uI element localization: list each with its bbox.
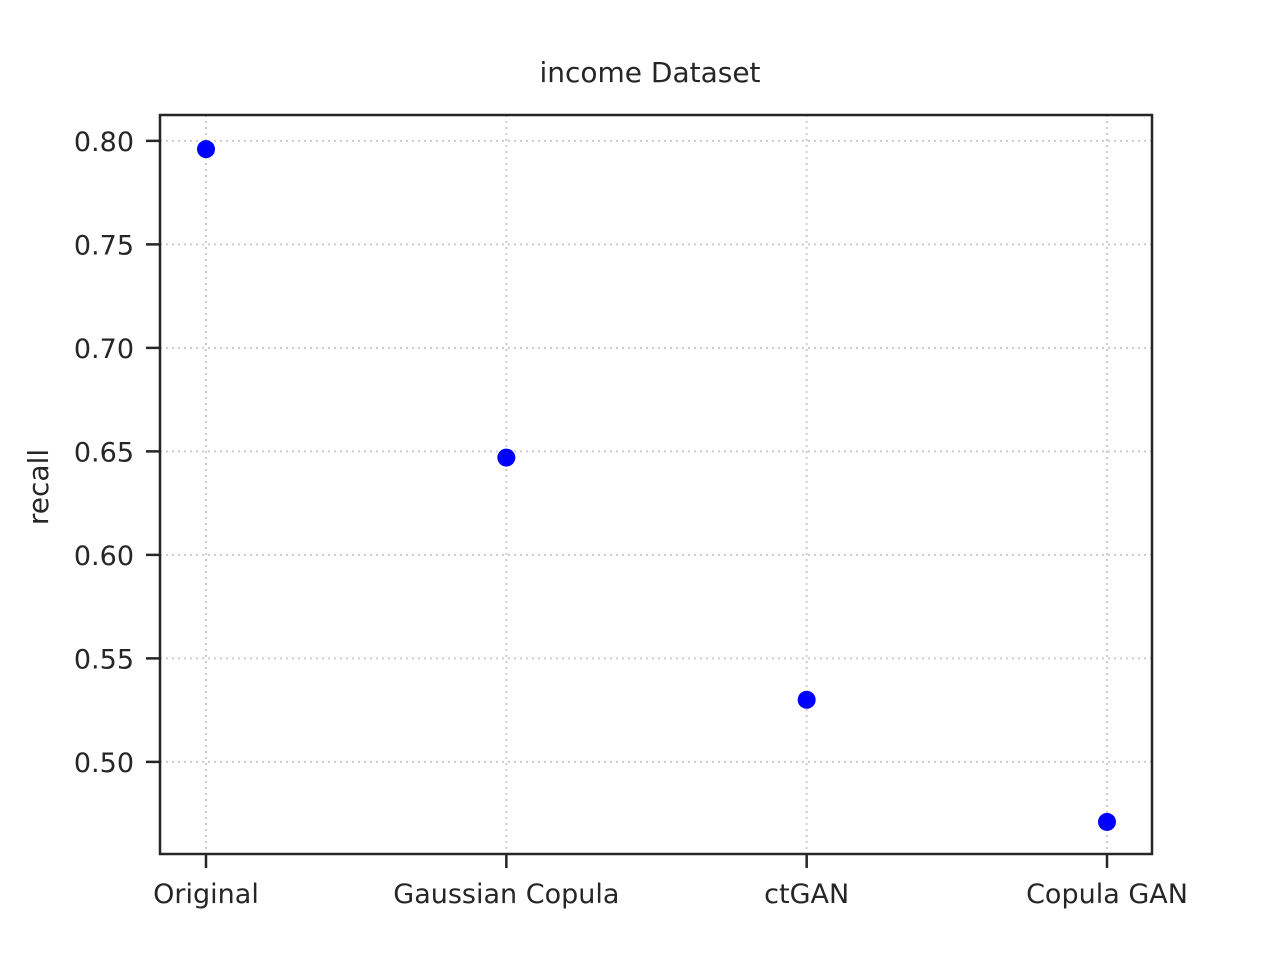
chart-title: income Dataset — [539, 56, 760, 89]
data-point — [197, 140, 215, 159]
x-tick-label: ctGAN — [764, 879, 849, 910]
y-tick-label: 0.60 — [74, 541, 134, 572]
x-tick-label: Copula GAN — [1026, 879, 1188, 910]
data-points — [197, 140, 1116, 831]
y-tick-label: 0.80 — [74, 127, 134, 158]
y-axis-label: recall — [22, 449, 55, 525]
data-point — [1098, 812, 1116, 831]
y-tick-label: 0.75 — [74, 230, 134, 261]
y-tick-label: 0.65 — [74, 437, 134, 468]
y-tick-label: 0.70 — [74, 334, 134, 365]
x-tick-label: Original — [153, 879, 259, 910]
x-tick-label: Gaussian Copula — [393, 879, 619, 910]
grid-lines — [160, 115, 1152, 854]
data-point — [797, 690, 816, 709]
y-tick-label: 0.55 — [74, 644, 134, 675]
y-tick-label: 0.50 — [74, 748, 134, 779]
data-point — [497, 448, 516, 467]
axis-ticks: 0.50 0.55 0.60 0.65 0.70 0.75 0.80 Original Gaus… — [74, 127, 1188, 910]
plot-frame — [158, 113, 1154, 856]
